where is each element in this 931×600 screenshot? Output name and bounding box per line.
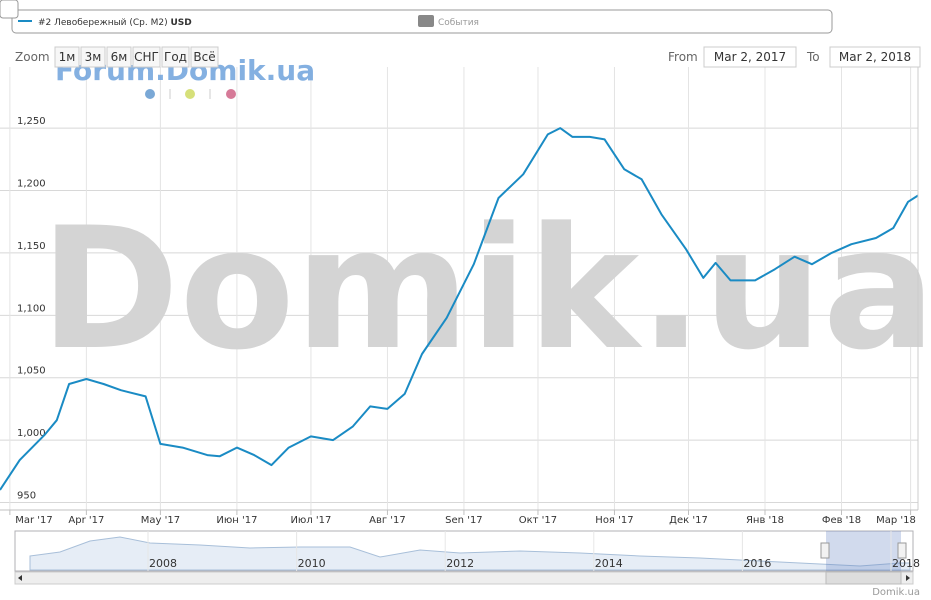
x-tick-label: Mar '17: [15, 515, 53, 526]
to-value: Mar 2, 2018: [839, 50, 911, 64]
navigator-year: 2012: [446, 557, 474, 570]
zoom-button[interactable]: [106, 46, 132, 68]
navigator-year: 2008: [149, 557, 177, 570]
scroll-left[interactable]: [18, 575, 22, 581]
zoom-button-label: 3м: [85, 50, 102, 64]
scrollbar[interactable]: [14, 571, 914, 585]
grid: [0, 67, 918, 510]
navigator-selection[interactable]: [826, 531, 901, 571]
x-tick-label: Окт '17: [519, 515, 557, 526]
dot: [226, 89, 236, 99]
menu-button[interactable]: [0, 0, 19, 19]
series-line: [0, 127, 919, 491]
navigator-year: 2016: [743, 557, 771, 570]
navigator-axis: 2008 2010 2012 2014 2016 2018: [147, 531, 920, 571]
navigator-series: [29, 536, 911, 571]
x-tick-label: Ноя '17: [595, 515, 633, 526]
zoom-button[interactable]: [132, 46, 161, 68]
y-tick-label: 1,100: [17, 303, 46, 314]
x-tick-label: Sen '17: [445, 515, 483, 526]
watermark: Domik.ua: [40, 191, 931, 387]
x-tick-label: May '17: [141, 515, 180, 526]
from-value: Mar 2, 2017: [714, 50, 786, 64]
zoom-button-label: СНГ: [134, 50, 159, 64]
x-tick-label: Фев '18: [822, 515, 861, 526]
zoom-button[interactable]: [161, 46, 190, 68]
y-tick-label: 1,250: [17, 116, 46, 127]
y-tick-label: 1,150: [17, 241, 46, 252]
y-tick-label: 950: [17, 491, 36, 502]
dot: [145, 89, 155, 99]
x-tick-label: Июн '17: [216, 515, 257, 526]
navigator-handle[interactable]: [820, 542, 830, 559]
x-tick-label: Дек '17: [669, 515, 708, 526]
to-label: To: [806, 50, 820, 64]
from-input[interactable]: [703, 46, 797, 68]
credit: Domik.ua: [872, 587, 920, 598]
legend-label[interactable]: События: [438, 18, 479, 28]
zoom-buttons: 1м 3м 6м СНГ Год Всё: [54, 46, 219, 68]
navigator-handle[interactable]: [897, 542, 907, 559]
y-tick-label: 1,200: [17, 179, 46, 190]
y-tick-label: 1,050: [17, 366, 46, 377]
legend-swatch: [418, 15, 434, 27]
x-tick-label: Apr '17: [68, 515, 104, 526]
x-tick-label: Мар '18: [876, 515, 916, 526]
zoom-button-label: Год: [164, 50, 187, 64]
x-tick-label: Янв '18: [746, 515, 784, 526]
legend-label[interactable]: #2 Левобережный (Ср. М2) USD: [38, 18, 192, 28]
zoom-button-label: 6м: [111, 50, 128, 64]
x-tick-label: Июл '17: [290, 515, 331, 526]
from-label: From: [668, 50, 698, 64]
x-tick-label: Авг '17: [369, 515, 406, 526]
zoom-label: Zoom: [15, 50, 50, 64]
scroll-right[interactable]: [906, 575, 910, 581]
zoom-button[interactable]: [190, 46, 219, 68]
navigator-year: 2018: [892, 557, 920, 570]
navigator-year: 2010: [298, 557, 326, 570]
y-tick-label: 1,000: [17, 428, 46, 439]
dot: [185, 89, 195, 99]
zoom-button[interactable]: [54, 46, 80, 68]
zoom-button[interactable]: [80, 46, 106, 68]
plot: 950 1,000 1,050 1,100 1,150 1,200 1,250 Mar '17…: [0, 116, 919, 526]
zoom-button-label: Всё: [193, 50, 215, 64]
scrollbar-thumb[interactable]: [825, 571, 902, 585]
to-input[interactable]: [829, 46, 921, 68]
navigator-year: 2014: [595, 557, 623, 570]
zoom-button-label: 1м: [59, 50, 76, 64]
